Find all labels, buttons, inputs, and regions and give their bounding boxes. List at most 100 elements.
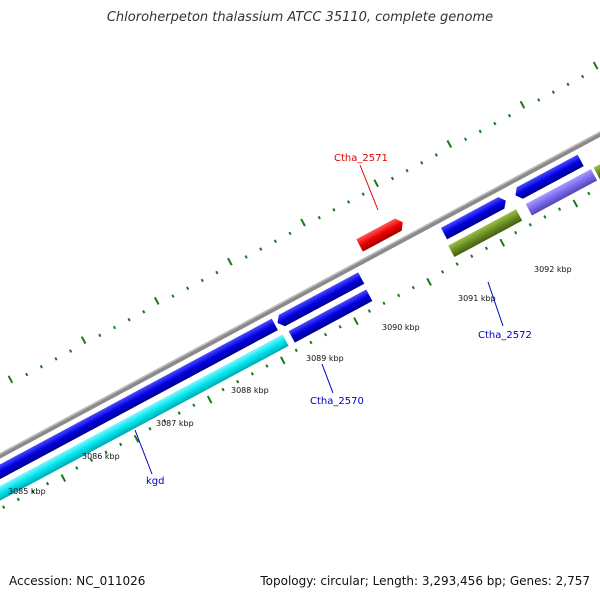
outer-tick bbox=[592, 61, 599, 70]
inner-tick bbox=[397, 293, 401, 298]
inner-tick bbox=[572, 199, 579, 208]
outer-tick bbox=[259, 247, 263, 251]
outer-tick bbox=[478, 129, 482, 134]
inner-tick bbox=[119, 442, 123, 447]
gene-blue-right-1[interactable] bbox=[440, 195, 509, 240]
gene-ctha-2570[interactable] bbox=[288, 289, 373, 343]
inner-tick bbox=[2, 505, 6, 510]
outer-tick bbox=[317, 215, 321, 220]
gene-callouts bbox=[134, 164, 504, 475]
inner-tick bbox=[470, 254, 474, 258]
inner-tick bbox=[148, 426, 152, 431]
outer-tick bbox=[142, 310, 146, 314]
outer-tick bbox=[537, 98, 541, 102]
gene-large-blue[interactable] bbox=[0, 318, 278, 488]
outer-tick bbox=[171, 294, 175, 298]
inner-tick bbox=[206, 395, 213, 404]
inner-tick bbox=[294, 348, 298, 353]
inner-tick bbox=[528, 223, 532, 227]
gene-lavender[interactable] bbox=[525, 169, 598, 216]
outer-tick bbox=[551, 90, 555, 94]
inner-tick bbox=[280, 356, 286, 365]
inner-tick bbox=[514, 230, 518, 235]
scale-labels: 3085 kbp 3086 kbp 3087 kbp 3088 kbp 3089… bbox=[8, 265, 572, 496]
inner-tick bbox=[323, 332, 328, 337]
inner-tick bbox=[499, 238, 506, 247]
scale-label: 3090 kbp bbox=[382, 323, 420, 332]
gene-ctha-2571[interactable] bbox=[356, 216, 406, 252]
outer-tick bbox=[519, 100, 526, 109]
scale-label: 3092 kbp bbox=[534, 265, 572, 274]
inner-tick bbox=[338, 324, 342, 329]
inner-tick bbox=[162, 419, 167, 423]
inner-tick bbox=[455, 262, 459, 266]
outer-tick bbox=[54, 357, 58, 361]
outer-tick bbox=[80, 336, 87, 345]
outer-tick bbox=[200, 278, 204, 283]
scale-label: 3087 kbp bbox=[156, 419, 194, 428]
outer-tick bbox=[288, 231, 292, 236]
inner-tick bbox=[382, 301, 386, 306]
gene-label-ctha-2570[interactable]: Ctha_2570 bbox=[310, 396, 364, 407]
inner-tick bbox=[133, 434, 140, 443]
outer-tick bbox=[227, 257, 233, 266]
inner-tick bbox=[177, 411, 181, 415]
gene-kgd[interactable] bbox=[0, 334, 289, 505]
inner-tick bbox=[411, 285, 415, 290]
inner-tick bbox=[60, 474, 67, 483]
scale-label: 3088 kbp bbox=[231, 386, 269, 395]
gene-blue-small[interactable] bbox=[274, 272, 365, 328]
outer-tick bbox=[434, 153, 438, 157]
outer-tick bbox=[507, 113, 512, 118]
genome-summary-text: Topology: circular; Length: 3,293,456 bp… bbox=[260, 574, 590, 588]
outer-tick bbox=[98, 333, 102, 338]
inner-tick bbox=[543, 215, 547, 219]
outer-tick bbox=[69, 349, 73, 353]
inner-tick bbox=[367, 309, 371, 313]
inner-tick bbox=[16, 497, 20, 502]
inner-tick bbox=[75, 466, 79, 470]
accession-text: Accession: NC_011026 bbox=[9, 574, 146, 588]
inner-tick bbox=[309, 340, 313, 345]
inner-tick bbox=[426, 277, 432, 286]
gene-label-kgd[interactable]: kgd bbox=[146, 476, 165, 487]
inner-tick bbox=[440, 270, 445, 274]
outer-tick bbox=[446, 140, 453, 148]
scale-label: 3085 kbp bbox=[8, 487, 46, 496]
inner-tick bbox=[587, 191, 591, 196]
outer-tick bbox=[464, 137, 468, 142]
outer-tick bbox=[244, 255, 248, 259]
outer-tick bbox=[361, 192, 365, 196]
outer-tick bbox=[39, 364, 43, 369]
inner-tick bbox=[265, 364, 269, 368]
inner-tick bbox=[236, 379, 240, 384]
inner-tick bbox=[89, 458, 94, 462]
gene-label-ctha-2572[interactable]: Ctha_2572 bbox=[478, 330, 532, 341]
inner-tick bbox=[484, 246, 489, 251]
outer-tick-ring bbox=[7, 61, 599, 384]
gene-blue-right-2[interactable] bbox=[512, 154, 584, 201]
scale-label: 3091 kbp bbox=[458, 294, 496, 303]
outer-tick bbox=[300, 218, 306, 227]
outer-tick bbox=[332, 208, 336, 212]
inner-tick bbox=[557, 207, 562, 211]
inner-tick bbox=[192, 403, 196, 408]
outer-tick bbox=[127, 317, 131, 322]
gene-label-ctha-2571[interactable]: Ctha_2571 bbox=[334, 153, 388, 164]
outer-tick bbox=[273, 239, 278, 244]
outer-tick bbox=[420, 160, 424, 165]
outer-tick bbox=[25, 372, 29, 377]
inner-tick bbox=[250, 372, 254, 376]
genome-backbone bbox=[0, 126, 600, 472]
scale-label: 3086 kbp bbox=[82, 452, 120, 461]
inner-tick-ring bbox=[2, 191, 591, 510]
inner-tick bbox=[31, 489, 35, 494]
inner-tick bbox=[45, 481, 50, 486]
inner-tick bbox=[104, 450, 108, 455]
outer-tick bbox=[390, 176, 395, 181]
outer-tick bbox=[373, 179, 379, 188]
gene-olive[interactable] bbox=[448, 209, 523, 258]
outer-tick bbox=[112, 325, 117, 330]
inner-tick bbox=[353, 317, 359, 326]
